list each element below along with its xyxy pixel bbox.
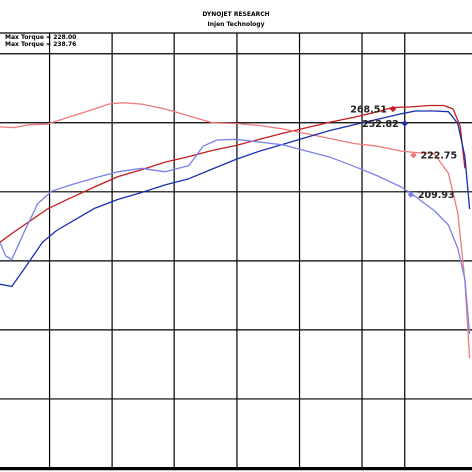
- series-line: [0, 104, 466, 243]
- end-marker: [401, 120, 408, 127]
- end-value-label: 222.75: [420, 151, 457, 162]
- max-torque-readout: Max Torque = 238.76: [5, 41, 77, 48]
- series-line: [0, 138, 471, 335]
- chart-subtitle: Injen Technology: [207, 21, 265, 28]
- end-marker: [407, 191, 415, 198]
- series-line: [0, 110, 471, 288]
- end-value-label: 268.51: [350, 104, 387, 115]
- end-marker: [389, 105, 397, 113]
- chart-title: DYNOJET RESEARCH: [202, 11, 270, 18]
- max-torque-readout: Max Torque = 228.00: [5, 34, 77, 41]
- end-value-label: 252.82: [362, 119, 399, 130]
- end-value-label: 209.93: [418, 190, 455, 201]
- series-line: [0, 102, 471, 359]
- end-marker: [410, 152, 417, 159]
